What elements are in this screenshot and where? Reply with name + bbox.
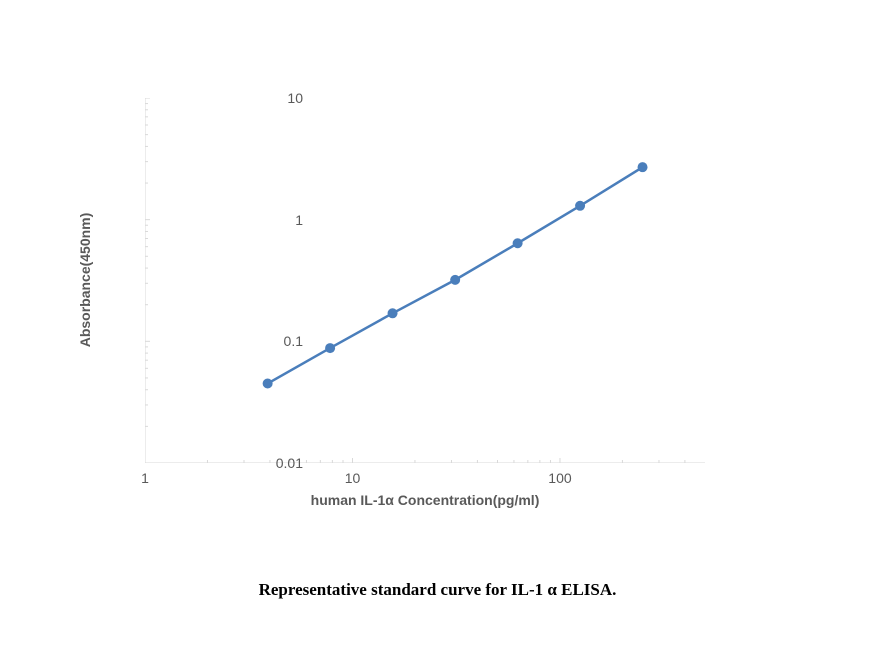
chart-caption: Representative standard curve for IL-1 α… — [0, 580, 875, 600]
y-tick-label: 0.01 — [276, 455, 303, 471]
chart-plot-area — [145, 98, 705, 463]
x-tick-label: 1 — [141, 470, 149, 486]
chart-container: 0.01 0.1 1 10 1 10 100 Absorbance(450nm) huma… — [0, 0, 875, 651]
y-tick-label: 1 — [295, 212, 303, 228]
y-axis-label: Absorbance(450nm) — [77, 213, 93, 348]
x-tick-label: 100 — [548, 470, 571, 486]
x-axis-label: human IL-1α Concentration(pg/ml) — [311, 492, 540, 508]
y-tick-label: 10 — [287, 90, 303, 106]
y-tick-label: 0.1 — [284, 333, 303, 349]
chart-svg — [145, 98, 705, 463]
x-tick-label: 10 — [345, 470, 361, 486]
